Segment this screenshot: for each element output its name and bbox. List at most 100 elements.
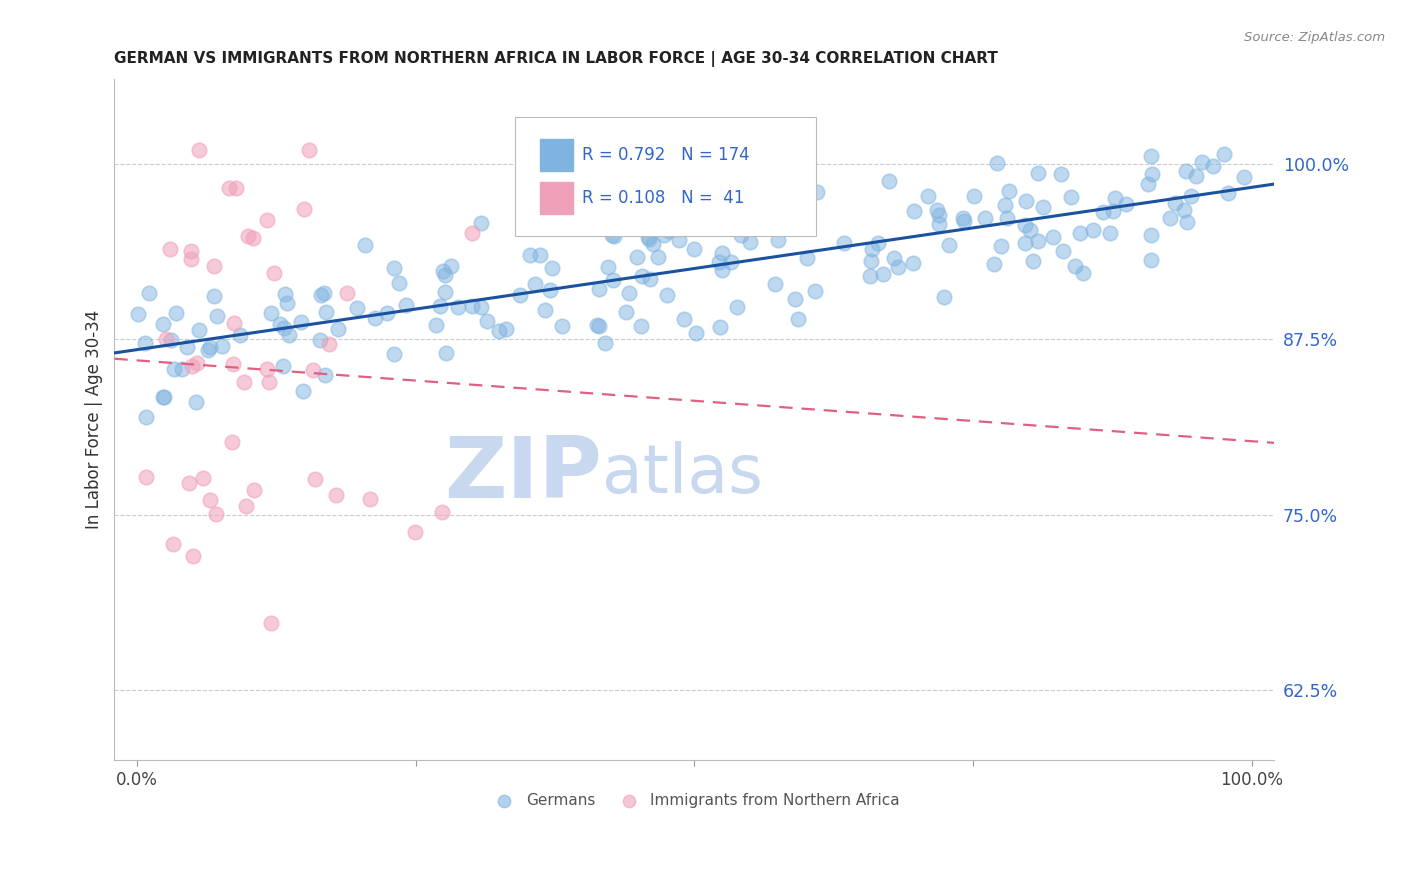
Point [152, 390, 174, 404]
Point [953, 213, 976, 227]
Point [709, 254, 731, 268]
Point [202, 288, 225, 302]
Point [211, 339, 233, 353]
Point [786, 311, 808, 326]
Point [134, 335, 156, 350]
Point [588, 318, 610, 333]
Point [883, 252, 905, 266]
Text: Source: ZipAtlas.com: Source: ZipAtlas.com [1244, 31, 1385, 45]
Point [1052, 244, 1074, 258]
Point [354, 238, 377, 252]
Point [218, 181, 240, 195]
Point [595, 336, 617, 351]
Point [614, 305, 637, 319]
Point [887, 260, 910, 275]
Point [440, 259, 463, 273]
Point [602, 273, 624, 287]
Point [153, 391, 176, 405]
Point [432, 264, 454, 278]
Point [290, 315, 312, 329]
Point [541, 261, 564, 276]
Point [1014, 194, 1036, 209]
Point [298, 143, 321, 157]
Point [326, 322, 349, 336]
Point [586, 318, 609, 332]
Point [1104, 191, 1126, 205]
Point [198, 492, 221, 507]
Text: GERMAN VS IMMIGRANTS FROM NORTHERN AFRICA IN LABOR FORCE | AGE 30-34 CORRELATION: GERMAN VS IMMIGRANTS FROM NORTHERN AFRIC… [114, 51, 998, 67]
Text: atlas: atlas [602, 442, 762, 508]
Point [475, 314, 498, 328]
Point [236, 229, 259, 244]
Point [1191, 155, 1213, 169]
Point [1159, 211, 1181, 226]
Point [193, 471, 215, 485]
Point [1185, 169, 1208, 184]
Bar [540, 181, 572, 214]
Point [205, 309, 228, 323]
Point [271, 359, 294, 374]
Point [304, 472, 326, 486]
Point [159, 333, 181, 347]
Point [318, 337, 340, 351]
Point [710, 263, 733, 277]
Point [1213, 147, 1236, 161]
Point [596, 260, 619, 275]
Point [673, 312, 696, 326]
Point [176, 340, 198, 354]
Point [925, 202, 948, 217]
Point [630, 319, 652, 334]
Point [382, 260, 405, 275]
Point [796, 251, 818, 265]
Text: R = 0.792   N = 174: R = 0.792 N = 174 [582, 146, 749, 164]
Point [725, 300, 748, 314]
Point [766, 233, 789, 247]
Point [429, 299, 451, 313]
Point [256, 362, 278, 376]
Point [278, 327, 301, 342]
Point [785, 293, 807, 307]
Point [433, 285, 456, 300]
Point [159, 242, 181, 256]
Point [135, 410, 157, 425]
Point [860, 242, 883, 256]
Point [603, 229, 626, 244]
Point [461, 299, 484, 313]
Point [1071, 267, 1094, 281]
Point [314, 285, 336, 300]
Point [974, 211, 997, 226]
Point [257, 376, 280, 390]
Point [794, 205, 817, 219]
Point [903, 204, 925, 219]
Point [806, 186, 828, 200]
Point [928, 217, 950, 231]
Point [626, 251, 648, 265]
Point [382, 347, 405, 361]
Point [637, 230, 659, 244]
Point [917, 189, 939, 203]
Point [184, 395, 207, 409]
Point [709, 319, 731, 334]
Point [668, 233, 690, 247]
Point [187, 323, 209, 337]
Point [242, 230, 264, 244]
Point [720, 255, 742, 269]
Point [994, 198, 1017, 212]
Point [730, 227, 752, 242]
Point [538, 283, 561, 297]
Point [1069, 226, 1091, 240]
Point [395, 298, 418, 312]
Point [1174, 164, 1197, 178]
Point [302, 362, 325, 376]
Point [932, 290, 955, 304]
Point [488, 324, 510, 338]
Point [152, 318, 174, 332]
Point [179, 476, 201, 491]
Point [404, 525, 426, 540]
Point [180, 252, 202, 266]
Point [188, 143, 211, 157]
Point [685, 326, 707, 341]
Point [181, 549, 204, 563]
Point [336, 286, 359, 301]
Point [225, 181, 247, 195]
